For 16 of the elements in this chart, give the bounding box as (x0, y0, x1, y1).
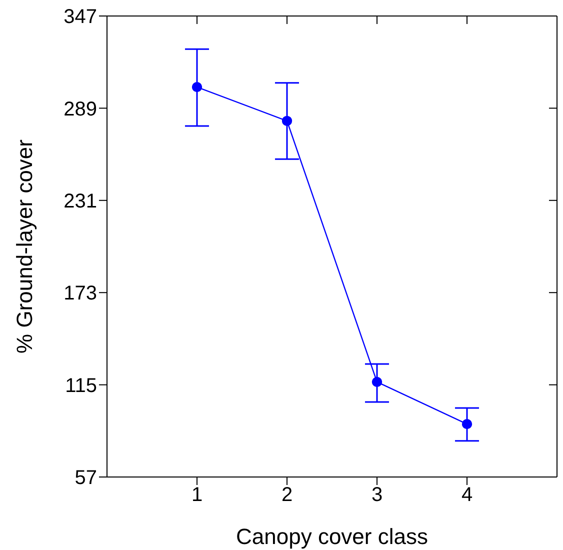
y-tick-label: 173 (64, 282, 97, 305)
y-tick-label: 57 (74, 467, 97, 490)
x-tick-label: 1 (191, 484, 203, 506)
x-axis-title: Canopy cover class (236, 524, 428, 549)
y-tick-label: 347 (64, 6, 97, 28)
x-tick-label: 4 (461, 484, 473, 506)
y-axis-title: % Ground-layer cover (12, 140, 37, 354)
y-tick-label: 231 (64, 190, 97, 212)
y-tick-label: 115 (65, 374, 97, 397)
point (372, 376, 382, 388)
point (192, 82, 202, 92)
x-tick-label: 2 (281, 484, 293, 506)
y-tick-label: 289 (64, 98, 97, 120)
x-tick-label: 3 (371, 484, 383, 506)
point (462, 418, 472, 430)
point (282, 116, 292, 126)
